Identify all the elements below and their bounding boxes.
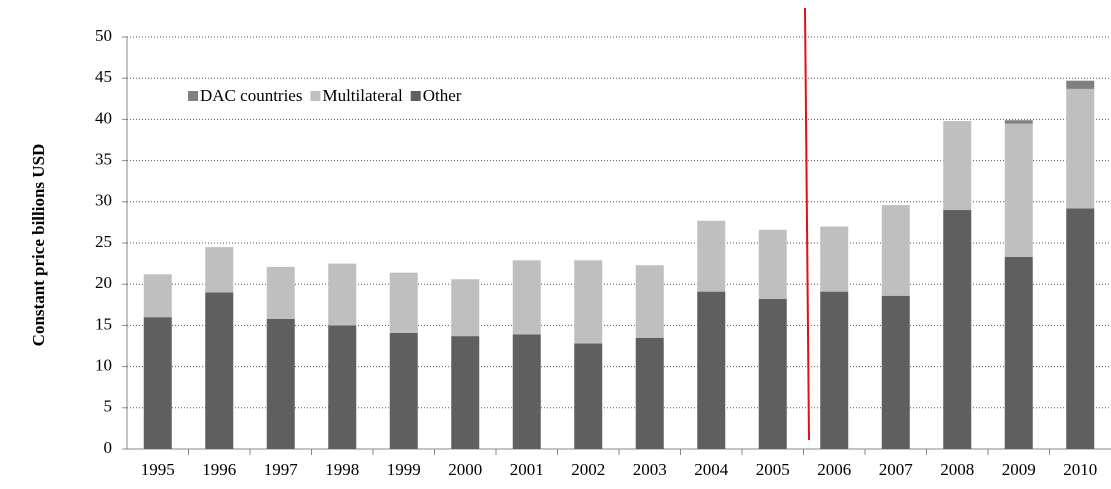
y-tick-label: 45 — [95, 67, 112, 86]
bar-segment — [635, 337, 664, 449]
bar-segment — [1004, 257, 1033, 449]
bar-segment — [389, 332, 418, 449]
bar-segment — [143, 317, 172, 449]
bar-segment — [881, 295, 910, 449]
y-tick-label: 30 — [95, 191, 112, 210]
bar-segment — [943, 121, 972, 211]
y-tick-label: 35 — [95, 150, 112, 169]
bar-segment — [512, 334, 541, 449]
x-tick-label: 2009 — [1002, 460, 1036, 479]
bar-segment — [943, 210, 972, 449]
y-tick-label: 15 — [95, 314, 112, 333]
legend-swatch — [310, 91, 321, 101]
bar-segment — [1066, 88, 1095, 209]
bar-segment — [266, 318, 295, 449]
x-tick-label: 1997 — [264, 460, 299, 479]
bar-segment — [389, 272, 418, 333]
bar-segment — [266, 266, 295, 319]
y-tick-label: 20 — [95, 273, 112, 292]
bar-segment — [1004, 120, 1033, 124]
bar-segment — [758, 229, 787, 300]
x-tick-label: 2003 — [633, 460, 667, 479]
x-tick-label: 1999 — [387, 460, 421, 479]
bar-segment — [820, 226, 849, 292]
x-tick-label: 2005 — [756, 460, 790, 479]
x-tick-label: 1998 — [325, 460, 359, 479]
bar-segment — [451, 336, 480, 449]
y-tick-label: 40 — [95, 108, 112, 127]
bar-segment — [1066, 80, 1095, 89]
bar-segment — [697, 220, 726, 292]
x-tick-label: 2006 — [817, 460, 851, 479]
bar-segment — [1066, 208, 1095, 449]
bar-segment — [328, 263, 357, 326]
bar-segment — [574, 260, 603, 344]
bar-segment — [820, 291, 849, 449]
x-tick-label: 2001 — [510, 460, 544, 479]
y-tick-label: 25 — [95, 232, 112, 251]
bar-segment — [1004, 123, 1033, 258]
bar-segment — [697, 291, 726, 449]
y-tick-label: 10 — [95, 356, 112, 375]
bar-segment — [205, 247, 234, 293]
bar-segment — [328, 325, 357, 449]
legend-label: DAC countries — [200, 86, 302, 105]
bar-segment — [451, 279, 480, 337]
bar-segment — [512, 260, 541, 335]
legend-label: Other — [423, 86, 462, 105]
x-tick-label: 2004 — [694, 460, 729, 479]
x-tick-label: 2010 — [1063, 460, 1097, 479]
x-tick-label: 1995 — [141, 460, 175, 479]
x-tick-label: 1996 — [202, 460, 236, 479]
y-tick-label: 50 — [95, 26, 112, 45]
y-axis-label: Constant price billions USD — [29, 144, 48, 347]
bar-segment — [143, 274, 172, 318]
legend-swatch — [410, 91, 421, 101]
divider-line — [804, 7, 810, 441]
x-tick-label: 2002 — [571, 460, 605, 479]
legend-swatch — [188, 91, 198, 101]
bar-segment — [205, 292, 234, 449]
x-tick-label: 2008 — [940, 460, 974, 479]
bar-segment — [881, 205, 910, 296]
bar-segment — [574, 343, 603, 449]
legend-label: Multilateral — [322, 86, 403, 105]
x-tick-label: 2007 — [879, 460, 914, 479]
x-tick-label: 2000 — [448, 460, 482, 479]
bar-segment — [635, 265, 664, 338]
bar-segment — [758, 299, 787, 449]
y-tick-label: 5 — [104, 397, 113, 416]
y-tick-label: 0 — [104, 438, 113, 457]
